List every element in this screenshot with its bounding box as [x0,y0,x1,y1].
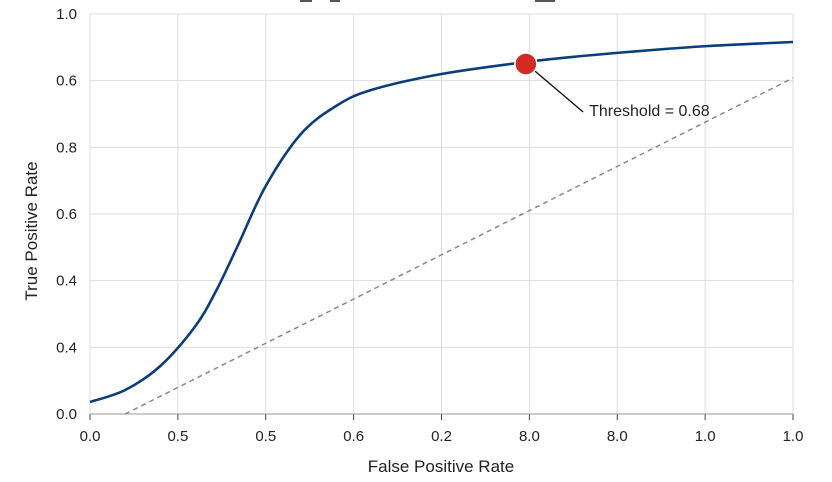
y-tick-label: 0.6 [56,206,77,223]
roc-curve-line [89,40,794,404]
threshold-annotation: Threshold = 0.68 [589,103,710,120]
x-tick-label: 8.0 [607,428,628,445]
x-axis-title: False Positive Rate [368,457,514,476]
threshold-point-marker [514,52,538,76]
y-tick-label: 0.4 [56,339,77,356]
annotation-leader-line [534,70,584,113]
x-tick-label: 1.0 [695,428,716,445]
cropped-title-fragment [300,0,555,2]
title-fragment-mark [535,0,555,2]
y-tick-label: 0.0 [56,406,77,423]
x-tick-label: 0.2 [431,428,452,445]
x-tick-labels: 0.0 0.5 0.5 0.6 0.2 8.0 8.0 1.0 1.0 [80,428,804,445]
x-tick-label: 1.0 [783,428,804,445]
title-fragment-mark [300,0,312,2]
x-tick-label: 0.5 [167,428,188,445]
y-tick-label: 0.6 [56,73,77,90]
x-tick-label: 0.5 [255,428,276,445]
x-tick-label: 8.0 [519,428,540,445]
y-tick-labels: 0.0 0.4 0.4 0.6 0.8 0.6 1.0 [56,6,77,423]
title-fragment-mark [330,0,340,2]
y-tick-label: 1.0 [56,6,77,23]
y-tick-label: 0.4 [56,273,77,290]
x-tick-label: 0.0 [80,428,101,445]
y-gridlines [90,13,793,415]
y-tick-label: 0.8 [56,139,77,156]
x-tick-label: 0.6 [343,428,364,445]
y-axis-title: True Positive Rate [22,161,41,300]
chance-diagonal-line [124,77,794,415]
